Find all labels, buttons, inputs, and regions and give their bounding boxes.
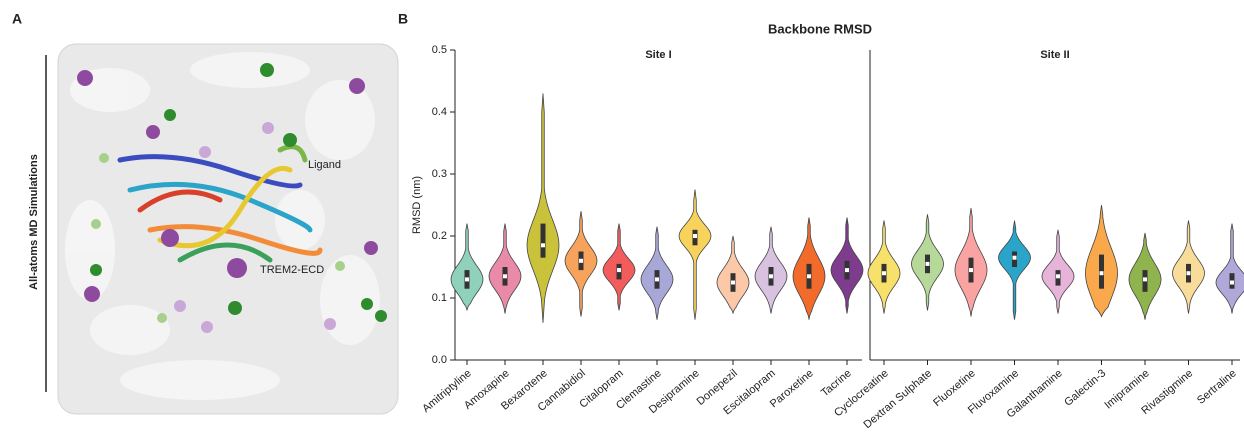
median [731,281,735,285]
y-tick-label: 0.1 [432,292,447,304]
iqr-box [541,224,546,258]
annotation: TREM2-ECD [260,264,324,276]
md-box [58,44,398,414]
annotation: Ligand [308,159,341,171]
y-tick-label: 0.3 [432,168,447,180]
panel-label: A [12,11,22,27]
median [1187,271,1191,275]
violin [527,93,559,322]
median [617,268,621,272]
median [845,268,849,272]
y-tick-label: 0.4 [432,106,447,118]
median [503,274,507,278]
violin [1216,224,1244,314]
median [1230,281,1234,285]
violin [679,190,711,320]
violin [451,224,483,311]
panel-label: B [398,11,408,27]
median [807,274,811,278]
side-label: All-atoms MD Simulations [28,154,40,290]
median [1143,277,1147,281]
figure-title: Backbone RMSD [768,21,872,36]
median [693,234,697,238]
median [882,271,886,275]
y-tick-label: 0.0 [432,354,447,366]
median [541,243,545,247]
median [1100,271,1104,275]
median [579,259,583,263]
subplot-title: Site II [1040,49,1069,61]
x-tick-label: Tacrine [819,367,854,399]
median [1013,256,1017,260]
violin [999,221,1031,320]
y-tick-label: 0.5 [432,44,447,56]
median [1056,274,1060,278]
median [926,262,930,266]
median [655,277,659,281]
y-tick-label: 0.2 [432,230,447,242]
subplot-title: Site I [645,49,671,61]
median [769,274,773,278]
median [969,268,973,272]
x-tick-label: Sertraline [1195,367,1239,406]
y-axis-label: RMSD (nm) [411,176,423,234]
median [465,277,469,281]
figure: A All-atoms MD Simulations [0,0,1244,434]
